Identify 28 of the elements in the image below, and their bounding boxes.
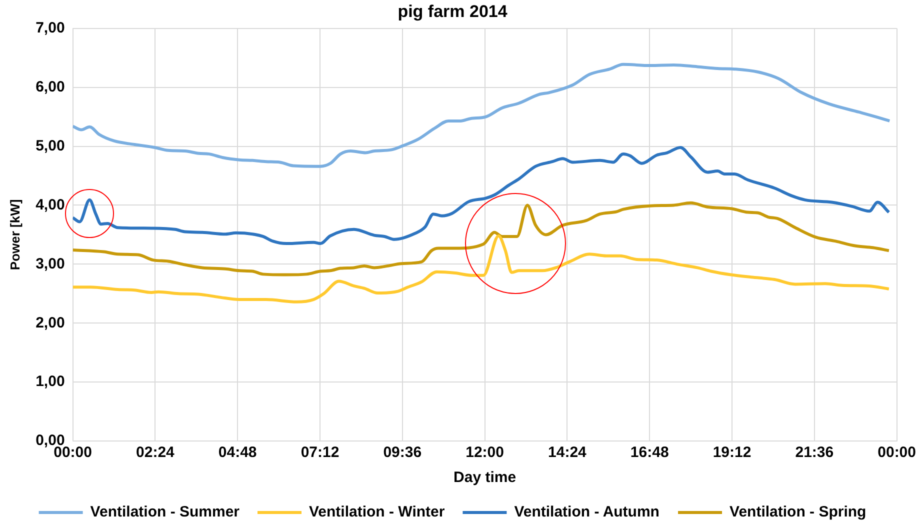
x-tick-label: 21:36 xyxy=(795,444,834,462)
x-tick-label: 04:48 xyxy=(218,444,257,462)
legend-label: Ventilation - Autumn xyxy=(514,504,660,521)
legend-label: Ventilation - Summer xyxy=(90,504,240,521)
y-tick-label: 4,00 xyxy=(36,196,65,214)
x-tick-label: 12:00 xyxy=(466,444,504,462)
x-tick-label: 09:36 xyxy=(383,444,422,462)
x-tick-label: 16:48 xyxy=(630,444,669,462)
x-tick-label: 07:12 xyxy=(300,444,340,462)
line-series xyxy=(72,146,890,246)
chart-title: pig farm 2014 xyxy=(398,2,508,21)
y-tick-label: 7,00 xyxy=(36,20,65,37)
x-tick-label: 19:12 xyxy=(712,444,752,462)
y-tick-label: 3,00 xyxy=(36,255,65,272)
x-tick-label: 02:24 xyxy=(136,444,176,462)
y-tick-label: 1,00 xyxy=(36,373,65,390)
y-tick-label: 6,00 xyxy=(36,78,65,96)
line-series xyxy=(72,234,890,304)
line-series xyxy=(72,62,892,168)
line-series xyxy=(72,201,890,276)
x-tick-label: 00:00 xyxy=(878,444,916,462)
x-tick-label: 14:24 xyxy=(548,444,588,462)
y-tick-label: 5,00 xyxy=(36,137,65,154)
y-axis-title: Power [kW] xyxy=(7,199,22,270)
legend-label: Ventilation - Spring xyxy=(730,504,866,521)
y-tick-label: 2,00 xyxy=(36,314,65,332)
legend-label: Ventilation - Winter xyxy=(309,504,445,521)
x-axis-title: Day time xyxy=(454,469,516,486)
